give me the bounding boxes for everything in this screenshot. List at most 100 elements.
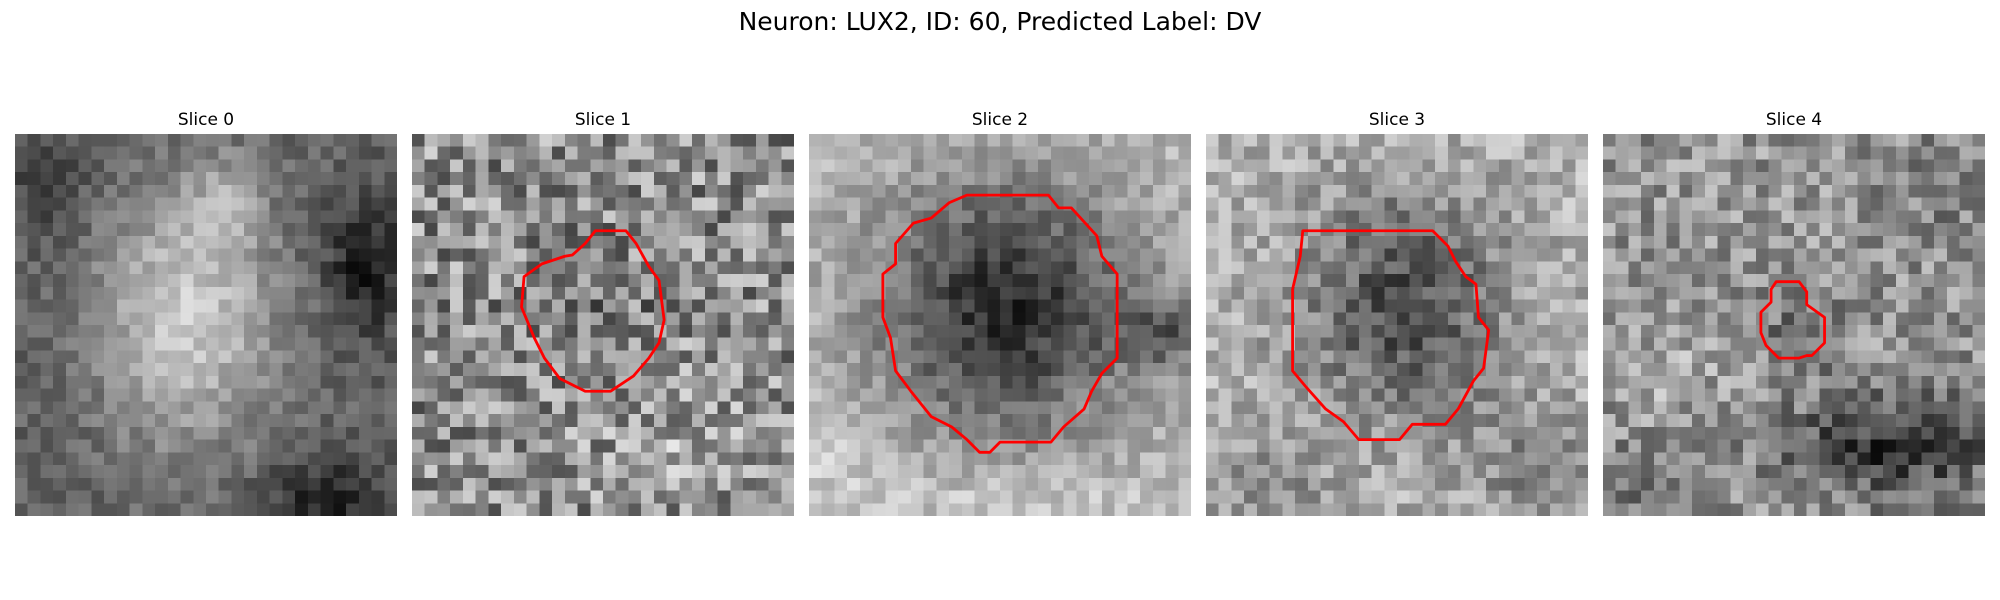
pixel (104, 414, 118, 428)
pixel (1908, 490, 1922, 504)
pixel (1679, 325, 1693, 338)
pixel (809, 312, 822, 326)
pixel (1549, 388, 1563, 402)
pixel (1666, 312, 1680, 326)
pixel (307, 477, 321, 491)
pixel (1076, 503, 1090, 516)
pixel (1641, 465, 1655, 479)
pixel (781, 363, 794, 377)
pixel (412, 350, 425, 364)
pixel (1511, 134, 1525, 147)
pixel (1498, 172, 1512, 186)
pixel (513, 426, 527, 440)
pixel (358, 197, 372, 211)
pixel (1218, 350, 1232, 364)
pixel (371, 159, 385, 173)
pixel (1844, 503, 1858, 516)
pixel (371, 299, 385, 313)
pixel (679, 375, 693, 389)
pixel (1206, 465, 1219, 479)
pixel (104, 210, 118, 224)
pixel (641, 503, 655, 516)
pixel (1152, 490, 1166, 504)
pixel (65, 465, 79, 479)
pixel (1972, 452, 1985, 466)
pixel (424, 159, 438, 173)
pixel (666, 286, 680, 300)
pixel (1653, 439, 1667, 453)
pixel (1435, 477, 1449, 491)
pixel (1628, 261, 1642, 275)
pixel (1320, 184, 1334, 198)
pixel (1333, 426, 1347, 440)
pixel (1641, 261, 1655, 275)
pixel (987, 261, 1001, 275)
pixel (1870, 274, 1884, 288)
pixel (320, 159, 334, 173)
pixel (424, 299, 438, 313)
pixel (577, 414, 591, 428)
pixel (307, 299, 321, 313)
pixel (615, 197, 629, 211)
pixel (358, 261, 372, 275)
pixel (1127, 299, 1141, 313)
pixel (1934, 325, 1948, 338)
pixel (679, 401, 693, 415)
pixel (1333, 312, 1347, 326)
pixel (1819, 477, 1833, 491)
pixel (1704, 197, 1718, 211)
pixel (1025, 223, 1039, 237)
pixel (1038, 477, 1052, 491)
pixel (1883, 235, 1897, 249)
pixel (1231, 312, 1245, 326)
pixel (781, 350, 794, 364)
pixel (384, 363, 397, 377)
pixel (206, 248, 219, 262)
pixel (552, 286, 566, 300)
pixel (1218, 363, 1232, 377)
pixel (1755, 452, 1769, 466)
pixel (603, 465, 616, 479)
pixel (1549, 134, 1563, 147)
pixel (424, 146, 438, 160)
pixel (1012, 312, 1026, 326)
pixel (1946, 426, 1960, 440)
pixel (1012, 261, 1026, 275)
pixel (384, 452, 397, 466)
pixel (53, 325, 67, 338)
pixel (180, 401, 194, 415)
pixel (501, 439, 515, 453)
pixel (1972, 465, 1985, 479)
pixel (1679, 401, 1693, 415)
pixel (666, 401, 680, 415)
pixel (603, 337, 616, 351)
pixel (1717, 375, 1731, 389)
pixel (206, 299, 219, 313)
pixel (1870, 477, 1884, 491)
pixel (1244, 477, 1258, 491)
pixel (475, 184, 489, 198)
pixel (180, 134, 194, 147)
pixel (717, 210, 731, 224)
pixel (1397, 274, 1410, 288)
pixel (1397, 350, 1410, 364)
pixel (1819, 184, 1833, 198)
pixel (1524, 337, 1538, 351)
pixel (821, 235, 835, 249)
pixel (1346, 261, 1360, 275)
pixel (1730, 439, 1744, 453)
pixel (526, 439, 540, 453)
pixel (1934, 146, 1948, 160)
pixel (821, 261, 835, 275)
pixel (1603, 452, 1616, 466)
pixel (1908, 235, 1922, 249)
pixel (1524, 134, 1538, 147)
pixel (513, 235, 527, 249)
pixel (256, 261, 270, 275)
pixel (1244, 465, 1258, 479)
pixel (91, 274, 105, 288)
pixel (1959, 184, 1973, 198)
pixel (129, 134, 143, 147)
pixel (282, 286, 296, 300)
pixel (1832, 477, 1846, 491)
